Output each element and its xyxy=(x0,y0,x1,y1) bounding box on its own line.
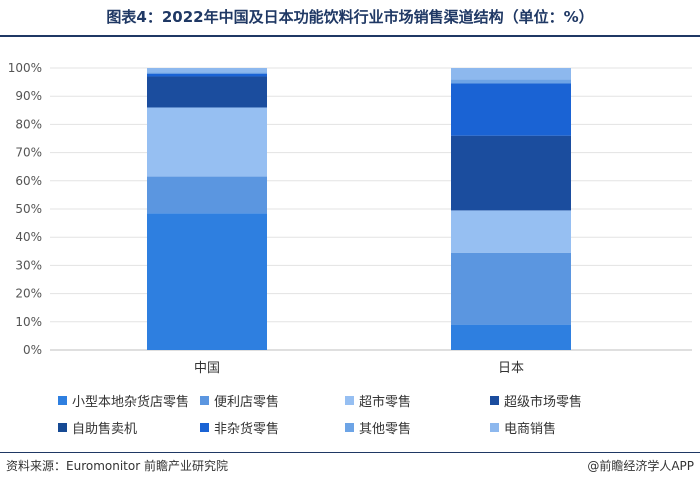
title-divider xyxy=(0,35,700,37)
bar-segment xyxy=(147,76,267,108)
bar-segment xyxy=(147,213,267,350)
chart-title: 图表4：2022年中国及日本功能饮料行业市场销售渠道结构（单位：%） xyxy=(106,8,594,26)
bar-segment xyxy=(451,324,571,350)
y-tick-label: 20% xyxy=(15,287,42,301)
legend-item: 电商销售 xyxy=(490,417,556,437)
bar-segment xyxy=(147,107,267,177)
y-tick-label: 70% xyxy=(15,146,42,160)
legend-label: 便利店零售 xyxy=(214,394,280,410)
legend-label: 非杂货零售 xyxy=(214,421,280,437)
legend-label: 自助售卖机 xyxy=(72,421,138,437)
chart-legend: 小型本地杂货店零售 便利店零售 超市零售 超级市场零售自助售卖机 非杂货零售 其他零售 电商… xyxy=(0,390,700,450)
legend-item: 小型本地杂货店零售 xyxy=(58,390,189,410)
legend-swatch xyxy=(58,422,67,432)
bar-segment xyxy=(147,176,267,214)
x-category-label: 日本 xyxy=(498,361,524,376)
x-category-label: 中国 xyxy=(194,361,220,376)
footer-divider xyxy=(0,452,700,453)
bar-segment xyxy=(451,252,571,325)
bar-segment xyxy=(147,72,267,74)
bar-segment xyxy=(147,73,267,77)
y-tick-label: 0% xyxy=(23,343,42,357)
legend-swatch xyxy=(345,395,354,405)
legend-item: 便利店零售 xyxy=(200,390,279,410)
legend-swatch xyxy=(490,395,499,405)
bar-segment xyxy=(451,135,571,211)
y-tick-label: 100% xyxy=(8,61,42,75)
y-tick-label: 90% xyxy=(15,89,42,103)
legend-swatch xyxy=(200,422,209,432)
legend-swatch xyxy=(490,422,499,432)
legend-item: 超级市场零售 xyxy=(490,390,582,410)
bar-segment xyxy=(451,68,571,80)
legend-swatch xyxy=(58,395,67,405)
bar-segment xyxy=(451,210,571,253)
legend-label: 电商销售 xyxy=(504,421,557,437)
y-tick-label: 10% xyxy=(15,315,42,329)
bar-segment xyxy=(451,83,571,136)
legend-item: 其他零售 xyxy=(345,417,411,437)
legend-label: 其他零售 xyxy=(359,421,412,437)
brand-credit: @前瞻经济学人APP xyxy=(587,459,694,473)
legend-item: 超市零售 xyxy=(345,390,411,410)
legend-swatch xyxy=(200,395,209,405)
bar-segment xyxy=(147,68,267,73)
stacked-bar-chart: 0% 10% 20% 30% 40% 50% 60% 70% 80% 90% 100% 中国 日本 xyxy=(8,61,692,376)
source-note: 资料来源：Euromonitor 前瞻产业研究院 xyxy=(6,459,228,473)
legend-swatch xyxy=(345,422,354,432)
y-tick-label: 40% xyxy=(15,230,42,244)
legend-label: 小型本地杂货店零售 xyxy=(72,394,190,410)
y-tick-label: 50% xyxy=(15,202,42,216)
bar-segment xyxy=(451,79,571,84)
legend-item: 非杂货零售 xyxy=(200,417,279,437)
legend-label: 超市零售 xyxy=(359,394,412,410)
y-tick-label: 60% xyxy=(15,174,42,188)
legend-label: 超级市场零售 xyxy=(504,394,583,410)
y-tick-label: 30% xyxy=(15,258,42,272)
y-tick-label: 80% xyxy=(15,117,42,131)
legend-item: 自助售卖机 xyxy=(58,417,137,437)
